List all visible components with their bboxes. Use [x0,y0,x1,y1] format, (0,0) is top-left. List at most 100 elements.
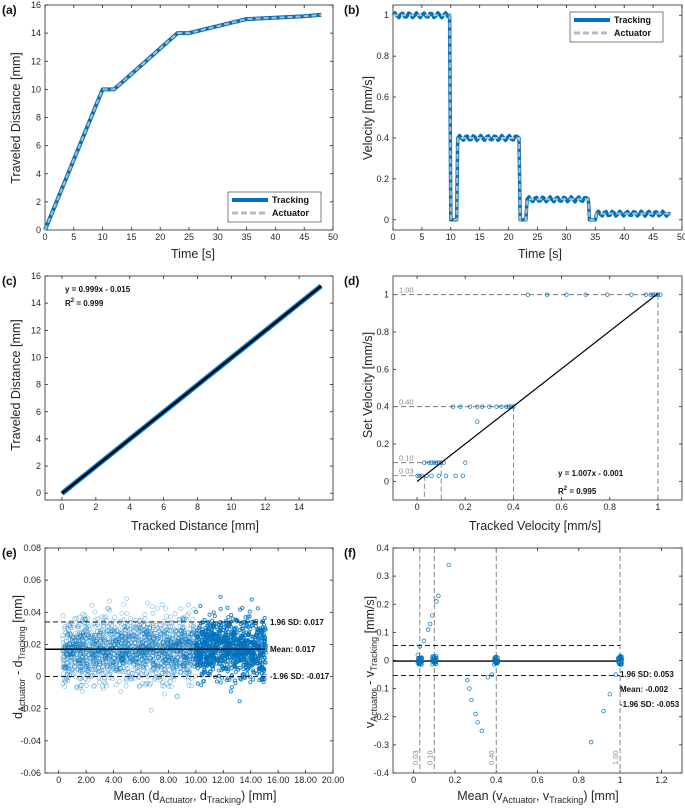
panel-e-point [117,679,122,684]
panel-c-axes-box [44,275,334,501]
panel-e-point [124,611,130,616]
panel-d-point [467,404,473,409]
panel-e-point [171,664,177,669]
panel-e-point [163,637,169,643]
panel-f-outlier-point [607,692,612,697]
panel-e-upper-sd-label: 1.96 SD: 0.017 [270,618,324,627]
panel-b-y-tick-label: 0.2 [376,174,389,184]
panel-e-point [61,663,66,669]
panel-e-point [72,616,77,622]
panel-f-outlier-point [613,672,619,677]
panel-d-point [417,473,422,478]
panel-b-y-tick-label: 1 [384,10,389,20]
panel-e-axes-box [44,547,334,774]
panel-e-point [150,610,156,616]
panel-e-point [115,666,121,672]
panel-e-point [144,622,150,628]
panel-e-x-tick-label: 12.00 [212,775,235,785]
panel-e-point [115,632,121,637]
panel-e-point [84,620,90,626]
panel-f-point [418,662,423,667]
panel-f-point [494,660,500,665]
panel-b-x-tick-label: 10 [446,232,456,242]
panel-e-scatter-cloud [60,594,268,713]
panel-e-point [224,636,229,641]
panel-e-point [262,643,267,648]
panel-f-outlier-point [469,697,474,703]
panel-e-point [103,640,109,646]
panel-e-point [107,639,113,645]
panel-e-point [108,675,114,680]
panel-e-point [172,611,178,617]
panel-e-point [167,627,172,633]
panel-e-point [186,678,191,683]
panel-e-point [262,673,267,678]
panel-e-point [233,681,238,686]
panel-e-point [91,684,97,689]
panel-e-point [92,663,98,668]
panel-a-x-tick-label: 25 [184,232,194,242]
panel-a-x-tick-label: 50 [328,232,338,242]
panel-d-point [605,292,610,297]
panel-f-y-tick-label: -0.4 [373,768,389,778]
panel-e-point [101,620,107,626]
panel-e-point [228,634,233,639]
panel-e-point [62,679,68,685]
panel-e-point [180,634,186,639]
panel-e-point [239,626,244,631]
panel-f-x-tick-label: 1.2 [655,775,668,785]
panel-e-point [243,615,248,620]
panel-e-point [62,626,67,632]
panel-e-point [87,643,92,649]
panel-e-point [230,634,236,639]
panel-e-point [64,638,69,644]
panel-e-point [89,602,95,608]
panel-e-point [261,622,267,627]
panel-d-label: (d) [344,274,359,288]
panel-e-point [80,649,86,655]
panel-e-point [162,618,167,624]
panel-e-point [214,632,219,637]
panel-e-point [103,653,109,659]
panel-f-scatter-points [415,562,624,745]
panel-e-point [80,629,86,634]
panel-b-x-tick-label: 45 [648,232,658,242]
panel-e-point [96,660,102,666]
panel-e-point [150,620,156,626]
panel-e-point [223,654,228,659]
panel-e-point [118,618,123,624]
panel-e-point [87,672,93,678]
panel-e-point [219,635,224,640]
panel-e-point [121,602,126,607]
panel-e-point [91,661,96,667]
panel-d-xlabel: Tracked Velocity [mm/s] [469,519,601,533]
panel-e-point [249,634,254,639]
panel-e-point [181,665,187,671]
panel-e-point [208,650,213,655]
panel-e-point [186,675,191,681]
panel-e-point [146,632,152,638]
panel-e-point [133,617,139,623]
panel-b-x-tick-label: 25 [532,232,542,242]
panel-a-xlabel: Time [s] [171,247,215,261]
panel-e-point [195,642,200,647]
panel-e-point [131,662,137,668]
panel-c-fit-line [61,285,322,495]
panel-a-x-tick-label: 0 [42,232,47,242]
panel-e-point [66,627,71,633]
panel-e-point [91,683,97,689]
panel-e-point [162,643,167,649]
panel-e-point [187,626,193,631]
panel-f-outlier-point [473,711,478,717]
panel-e-point [263,627,268,632]
panel-e-point [92,618,98,623]
panel-e-point [239,677,244,682]
panel-e-point [259,653,264,658]
panel-e-point [91,637,97,643]
panel-f-x-tick-label: 0.4 [490,775,503,785]
panel-e-point [96,624,102,629]
panel-e-point [180,638,186,644]
panel-e-point [211,663,216,668]
panel-b-ylabel: Velocity [mm/s] [361,76,375,160]
panel-c-x-tick-label: 14 [294,502,304,512]
